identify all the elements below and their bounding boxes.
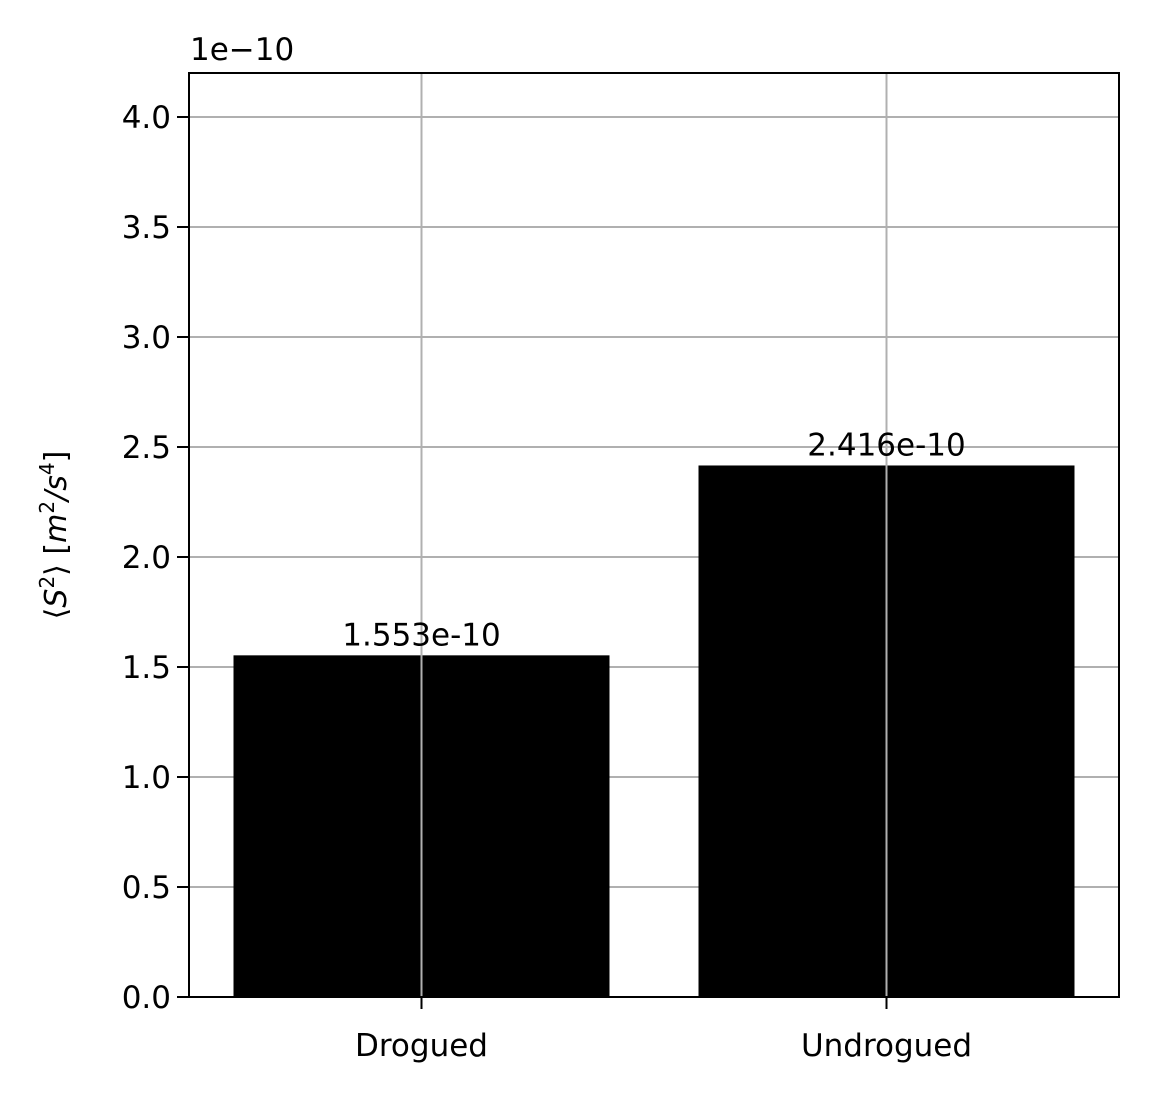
y-tick-label: 0.0	[122, 980, 171, 1016]
plot-frame	[188, 72, 1120, 998]
y-label-slash: /	[39, 488, 74, 504]
y-tick-label: 3.5	[122, 210, 171, 246]
y-label-S: S	[39, 589, 74, 608]
y-tick-label: 2.0	[122, 540, 171, 576]
y-label-close: ⟩ [	[39, 543, 74, 576]
y-label-sup2: 2	[35, 576, 59, 589]
y-label-end: ]	[39, 451, 74, 463]
vertical-grid-lines	[420, 73, 888, 997]
y-tick-label: 0.5	[122, 870, 171, 906]
bar-value-label: 1.553e-10	[342, 617, 500, 653]
y-tick-label: 2.5	[122, 430, 171, 466]
bar-value-labels: 1.553e-10 2.416e-10	[342, 427, 965, 653]
y-tick-label: 3.0	[122, 320, 171, 356]
y-label-s: s	[39, 475, 74, 491]
x-tick-label: Drogued	[355, 1028, 488, 1064]
y-label-open: ⟨	[39, 608, 74, 620]
axis-ticks: 0.0 0.5 1.0 1.5 2.0 2.5 3.0 3.5 4.0 Drogued Undrog…	[122, 100, 972, 1064]
y-axis-offset-label: 1e−10	[190, 32, 294, 68]
bar-value-label: 2.416e-10	[807, 427, 965, 463]
y-tick-label: 4.0	[122, 100, 171, 136]
x-tick-label: Undrogued	[801, 1028, 972, 1064]
y-label-m: m	[39, 514, 74, 543]
y-label-sup-s: 4	[35, 462, 59, 475]
y-label-sup-m: 2	[35, 501, 59, 514]
y-tick-label: 1.5	[122, 650, 171, 686]
bars	[233, 465, 1075, 998]
y-axis-label: ⟨S2⟩ [m2/s4]	[35, 451, 74, 620]
y-tick-label: 1.0	[122, 760, 171, 796]
